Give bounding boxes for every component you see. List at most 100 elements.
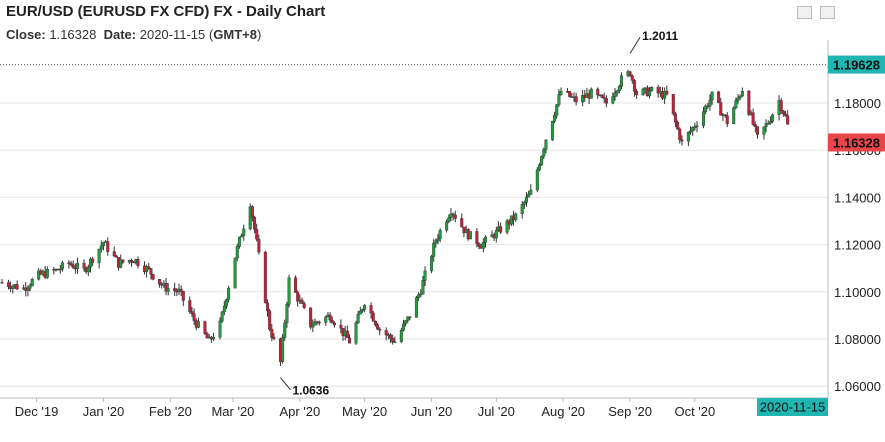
candle-body xyxy=(619,75,623,87)
candle-body xyxy=(421,280,425,295)
candle-body xyxy=(0,282,4,284)
candle-body xyxy=(69,263,73,266)
chart-title: EUR/USD (EURUSD FX CFD) FX - Daily Chart xyxy=(6,3,326,20)
candle-body xyxy=(58,268,62,271)
candle-body xyxy=(369,305,373,314)
candle-body xyxy=(527,194,531,198)
candle-body xyxy=(384,330,388,336)
candle-body xyxy=(650,87,654,91)
candle-body xyxy=(339,324,343,329)
candles xyxy=(0,69,790,366)
candle-body xyxy=(406,316,410,321)
candle-body xyxy=(764,123,768,128)
candle-body xyxy=(190,311,194,314)
candle-body xyxy=(553,115,557,122)
candle-body xyxy=(300,299,304,304)
candle-body xyxy=(432,242,436,257)
candle-body xyxy=(360,309,364,312)
candle-body xyxy=(119,259,123,268)
candle-body xyxy=(233,257,237,289)
candle-body xyxy=(540,156,544,166)
x-tick-label: Jun '20 xyxy=(411,404,453,419)
candle-body xyxy=(376,324,380,330)
candle-body xyxy=(632,80,636,92)
candle-body xyxy=(635,90,639,96)
date-badge-bg xyxy=(757,398,828,416)
candle-body xyxy=(505,220,509,233)
candle-body xyxy=(324,316,328,323)
candle-body xyxy=(717,91,721,103)
image-icon[interactable] xyxy=(797,6,812,19)
x-tick-label: Apr '20 xyxy=(279,404,320,419)
candle-body xyxy=(265,302,269,312)
candle-body xyxy=(786,115,790,125)
candle-body xyxy=(203,321,207,334)
candle-body xyxy=(37,270,41,280)
candle-body xyxy=(227,287,231,300)
candle-body xyxy=(263,251,267,303)
candle-body xyxy=(451,213,455,216)
candle-body xyxy=(6,282,10,287)
candle-body xyxy=(525,196,529,203)
x-tick-label: Jul '20 xyxy=(478,404,515,419)
candle-body xyxy=(738,95,742,99)
candle-body xyxy=(596,88,600,96)
candle-body xyxy=(417,294,421,298)
print-icon[interactable] xyxy=(820,6,835,19)
date-value: 2020-11-15 xyxy=(139,27,206,42)
candle-body xyxy=(391,338,395,343)
candle-body xyxy=(686,132,690,142)
candle-body xyxy=(602,97,606,99)
candle-body xyxy=(404,320,408,325)
candle-body xyxy=(378,328,382,331)
annotations: 1.2011 1.0636 xyxy=(280,29,678,398)
annotation-label: 1.2011 xyxy=(642,29,678,43)
candle-body xyxy=(555,104,559,116)
candle-body xyxy=(475,231,479,245)
candle-body xyxy=(181,291,185,301)
candle-body xyxy=(581,95,585,103)
date-label: Date: xyxy=(103,27,137,42)
candle-body xyxy=(483,236,487,243)
price-info: Close: 1.16328 Date: 2020-11-15 (GMT+8) xyxy=(6,27,261,42)
candle-body xyxy=(445,221,449,231)
candle-body xyxy=(430,256,434,272)
candle-body xyxy=(663,90,667,99)
candle-body xyxy=(101,242,105,246)
candle-body xyxy=(628,71,632,77)
x-axis: Dec '19 Jan '20 Feb '20 Mar '20 Apr '20 May '… xyxy=(15,398,715,419)
x-tick-label: Oct '20 xyxy=(674,404,715,419)
candle-body xyxy=(710,91,714,101)
candle-body xyxy=(60,262,64,270)
candle-body xyxy=(253,216,257,230)
candle-body xyxy=(529,189,533,195)
candle-body xyxy=(112,251,116,257)
candle-body xyxy=(468,231,472,240)
candle-body xyxy=(363,305,367,310)
candle-body xyxy=(15,284,19,290)
candle-body xyxy=(88,258,92,268)
candle-body xyxy=(28,285,32,289)
candle-body xyxy=(294,277,298,293)
candle-body xyxy=(222,305,226,313)
candle-body xyxy=(235,246,239,259)
candle-body xyxy=(130,260,134,263)
candle-body xyxy=(542,149,546,157)
candle-body xyxy=(242,228,246,236)
candle-body xyxy=(423,270,427,281)
candle-body xyxy=(302,303,306,308)
candle-body xyxy=(414,297,418,318)
candle-body xyxy=(611,96,615,104)
x-tick-label: Sep '20 xyxy=(608,404,652,419)
candle-body xyxy=(97,248,101,263)
candle-body xyxy=(568,91,572,97)
candle-body xyxy=(460,218,464,228)
candle-body xyxy=(691,127,695,132)
candle-body xyxy=(689,130,693,133)
candle-body xyxy=(220,311,224,322)
candle-body xyxy=(641,88,645,96)
candle-body xyxy=(76,262,80,269)
candle-body xyxy=(196,321,200,328)
candle-body xyxy=(693,126,697,129)
candle-body xyxy=(132,261,136,264)
